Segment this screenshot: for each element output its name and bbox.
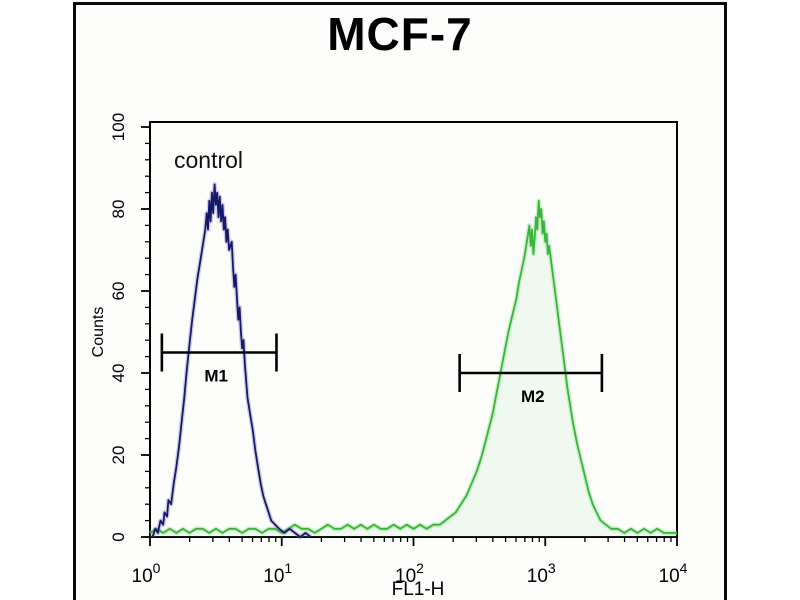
y-tick-label: 40 [109,364,128,383]
x-tick-label: 104 [659,560,688,587]
marker-M1-label: M1 [204,367,228,386]
y-tick-label: 80 [109,200,128,219]
y-tick-label: 20 [109,446,128,465]
control-annotation: control [174,147,243,173]
chart-title: MCF-7 [327,8,473,60]
y-axis-label: Counts [90,307,107,358]
series-control-halo [150,182,313,540]
x-tick-label: 103 [527,560,556,587]
plot-box [149,121,678,538]
x-tick-label: 101 [263,560,292,587]
series-control-curve [151,183,312,538]
y-tick-label: 0 [109,532,128,541]
series-stained-curve [149,199,677,534]
x-tick-label: 102 [395,560,424,587]
y-tick-label: 100 [109,113,128,141]
y-tick-label: 60 [109,282,128,301]
figure-frame [73,2,727,600]
x-tick-label: 100 [132,560,161,587]
x-axis-label: FL1-H [392,579,445,600]
series-stained-fill [150,200,677,538]
marker-M2-label: M2 [521,387,545,406]
